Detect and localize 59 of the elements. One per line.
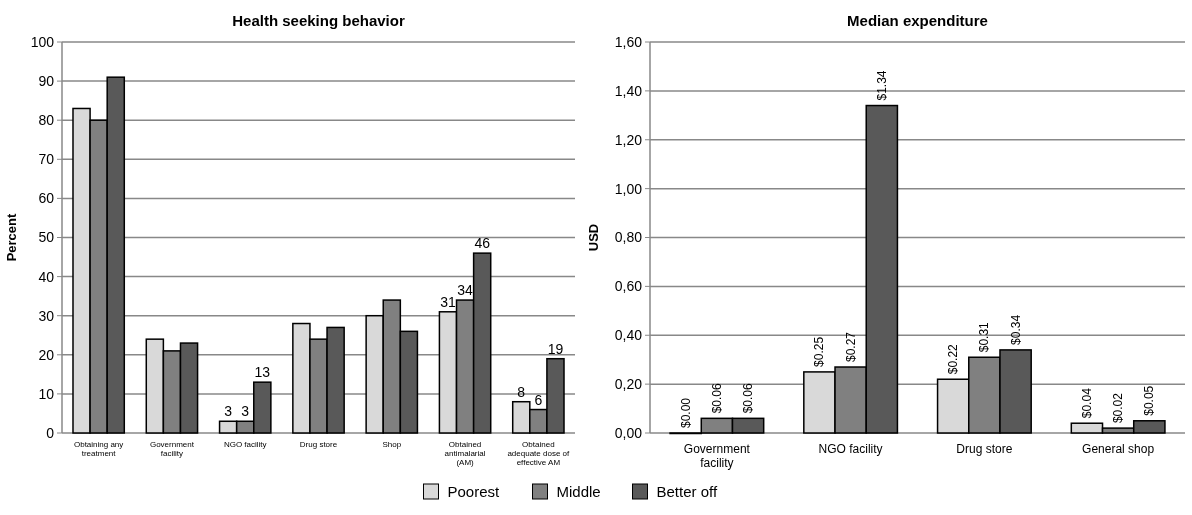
data-label: 6 [534, 391, 543, 408]
y-tick-label: 40 [38, 268, 55, 285]
data-label: 46 [474, 235, 491, 252]
y-tick-label: 20 [38, 346, 55, 363]
y-tick-label: 10 [38, 385, 55, 402]
data-label: 8 [517, 383, 526, 400]
y-axis-title: USD [586, 223, 601, 252]
x-tick-label: NGO facility [818, 442, 883, 456]
data-label: $0.04 [1079, 387, 1094, 419]
x-tick-label: Government facility [149, 440, 195, 459]
y-tick-label: 90 [38, 73, 55, 89]
y-axis-title: Percent [4, 212, 19, 262]
y-tick-label: 1,00 [614, 180, 643, 197]
y-tick-label: 1,60 [614, 33, 643, 50]
data-label: $0.31 [977, 321, 992, 353]
data-label: $0.25 [812, 336, 827, 367]
y-tick-label: 0,20 [614, 376, 643, 393]
x-tick-label: Obtaining any treatment [73, 440, 124, 459]
y-tick-label: 0,60 [614, 278, 643, 295]
x-tick-label: Drug store [956, 442, 1013, 456]
data-label: $0.00 [678, 397, 693, 428]
data-label: 34 [457, 282, 474, 299]
y-tick-label: 1,40 [614, 82, 643, 99]
data-label: 31 [440, 293, 456, 310]
data-label: 19 [547, 340, 564, 357]
y-tick-label: 30 [38, 307, 55, 324]
y-tick-label: 50 [38, 229, 55, 246]
x-tick-label: Government facility [683, 442, 751, 470]
legend-label: Poorest [447, 483, 501, 500]
data-label: $0.34 [1008, 314, 1023, 345]
y-tick-label: 60 [38, 190, 55, 207]
x-tick-label: Shop [382, 440, 402, 449]
data-label: $0.05 [1142, 385, 1157, 416]
x-tick-label: Drug store [299, 440, 338, 449]
y-tick-label: 0,00 [614, 424, 643, 441]
y-tick-label: 0,80 [614, 229, 643, 246]
y-tick-label: 70 [38, 151, 55, 168]
y-tick-label: 0,40 [614, 327, 643, 344]
y-tick-label: 1,20 [614, 131, 643, 148]
y-tick-label: 100 [30, 33, 55, 50]
data-label: 3 [224, 403, 233, 420]
x-tick-label: NGO facility [223, 440, 267, 449]
data-label: $0.02 [1111, 392, 1126, 424]
chart-title: Health seeking behavior [232, 12, 405, 29]
chart-title: Median expenditure [847, 12, 988, 29]
x-tick-label: Obtained adequate dose of effective AM [507, 440, 571, 468]
y-tick-label: 80 [38, 112, 55, 129]
y-tick-label: 0 [46, 424, 55, 441]
legend-label: Better off [656, 483, 718, 500]
data-label: $0.06 [709, 382, 724, 414]
data-label: $1.34 [874, 70, 889, 101]
data-label: $0.06 [741, 382, 756, 414]
data-label: $0.22 [946, 343, 961, 375]
x-tick-label: Obtained antimalarial (AM) [444, 440, 486, 468]
legend-label: Middle [556, 483, 601, 500]
data-label: $0.27 [843, 331, 858, 363]
data-label: 13 [254, 364, 271, 381]
x-tick-label: General shop [1082, 442, 1155, 456]
data-label: 3 [241, 403, 250, 420]
